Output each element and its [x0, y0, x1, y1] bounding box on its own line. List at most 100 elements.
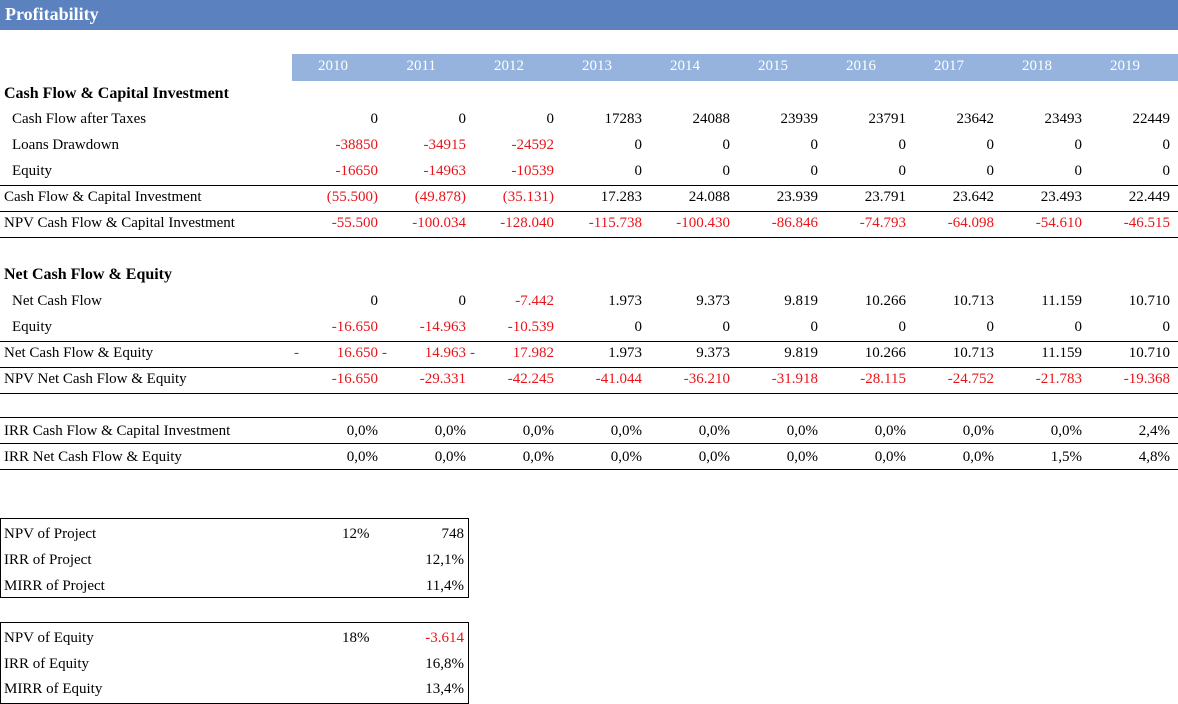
section-heading-net-cashflow: Net Cash Flow & Equity	[4, 266, 173, 283]
table-cell: 0	[1162, 319, 1171, 335]
table-cell: -24.752	[947, 371, 994, 387]
table-cell: -46.515	[1123, 215, 1170, 231]
table-cell: 0,0%	[434, 449, 466, 465]
table-cell: 0	[1074, 319, 1083, 335]
table-cell: 10.266	[864, 293, 906, 309]
row-label: Equity	[12, 163, 52, 179]
table-cell: -31.918	[771, 371, 818, 387]
table-cell: 0,0%	[522, 449, 554, 465]
table-cell: 0,0%	[786, 423, 818, 439]
row-label: Cash Flow after Taxes	[12, 111, 147, 127]
table-cell: 0	[634, 319, 643, 335]
table-cell: -24592	[511, 137, 555, 153]
table-cell: -100.034	[412, 215, 466, 231]
year-label: 2012	[494, 58, 524, 74]
table-cell: -74.793	[859, 215, 906, 231]
table-cell: 23939	[780, 111, 819, 127]
table-cell: -16650	[335, 163, 379, 179]
table-cell: -54.610	[1035, 215, 1082, 231]
equity-discount-rate: 18%	[342, 630, 370, 646]
row-divider	[0, 443, 1178, 444]
year-label: 2010	[318, 58, 348, 74]
table-cell: -41.044	[595, 371, 642, 387]
row-label: NPV Net Cash Flow & Equity	[4, 371, 187, 387]
table-cell: -128.040	[500, 215, 554, 231]
irr-equity-value: 16,8%	[425, 656, 464, 672]
table-cell: 0	[810, 137, 819, 153]
npv-equity-label: NPV of Equity	[4, 630, 94, 646]
table-cell: 9.819	[784, 345, 818, 361]
table-cell: -86.846	[771, 215, 818, 231]
table-cell: 0	[986, 137, 995, 153]
row-label: Net Cash Flow & Equity	[4, 345, 154, 361]
table-cell: 0	[1162, 163, 1171, 179]
mirr-equity-value: 13,4%	[425, 681, 464, 697]
table-cell: 10.710	[1128, 345, 1170, 361]
page-title: Profitability	[5, 4, 99, 24]
table-cell: 0	[810, 319, 819, 335]
year-header-cell: 2016	[816, 58, 904, 75]
table-cell: -16.650	[331, 319, 378, 335]
year-label: 2013	[582, 58, 612, 74]
project-summary-box	[0, 518, 469, 598]
table-cell: 0	[370, 293, 379, 309]
row-label: IRR Net Cash Flow & Equity	[4, 449, 182, 465]
table-cell: 0	[810, 163, 819, 179]
table-cell: 1,5%	[1050, 449, 1082, 465]
table-cell: 0,0%	[610, 423, 642, 439]
table-cell: 14.963	[424, 345, 466, 361]
table-cell: -115.738	[588, 215, 642, 231]
table-cell: -34915	[423, 137, 467, 153]
table-cell: 23493	[1044, 111, 1083, 127]
row-divider	[0, 367, 1178, 368]
section-heading-cashflow-capital: Cash Flow & Capital Investment	[4, 85, 229, 102]
year-label: 2015	[758, 58, 788, 74]
year-header-cell: 2019	[1080, 58, 1168, 75]
year-header-cell: 2011	[376, 58, 464, 75]
table-cell: -36.210	[683, 371, 730, 387]
table-cell: 0	[546, 111, 555, 127]
negative-dash: -	[294, 345, 299, 361]
year-header-band	[292, 54, 1178, 81]
table-cell: 10.713	[952, 293, 994, 309]
row-label: Loans Drawdown	[12, 137, 120, 153]
row-divider	[0, 469, 1178, 470]
table-cell: 23.642	[952, 189, 994, 205]
table-cell: 1.973	[608, 293, 642, 309]
table-cell: 10.710	[1128, 293, 1170, 309]
irr-project-value: 12,1%	[425, 552, 464, 568]
table-cell: 0	[458, 293, 467, 309]
year-label: 2011	[406, 58, 436, 74]
table-cell: 0	[370, 111, 379, 127]
table-cell: 0	[722, 163, 731, 179]
table-cell: 0	[458, 111, 467, 127]
table-cell: 1.973	[608, 345, 642, 361]
table-cell: -64.098	[947, 215, 994, 231]
table-cell: 0,0%	[786, 449, 818, 465]
table-cell: 9.373	[696, 345, 730, 361]
table-cell: 9.373	[696, 293, 730, 309]
table-cell: -7.442	[515, 293, 554, 309]
table-cell: 0,0%	[962, 423, 994, 439]
row-divider	[0, 417, 1178, 418]
table-cell: 0,0%	[698, 449, 730, 465]
table-cell: 0	[1074, 137, 1083, 153]
year-header-cell: 2015	[728, 58, 816, 75]
year-label: 2018	[1022, 58, 1052, 74]
table-cell: -55.500	[331, 215, 378, 231]
year-label: 2014	[670, 58, 700, 74]
row-divider	[0, 185, 1178, 186]
row-label: Equity	[12, 319, 52, 335]
year-header-cell: 2010	[288, 58, 376, 75]
table-cell: 17.982	[512, 345, 554, 361]
table-cell: 17.283	[600, 189, 642, 205]
table-cell: 0,0%	[962, 449, 994, 465]
table-cell: -29.331	[419, 371, 466, 387]
npv-project-label: NPV of Project	[4, 526, 97, 542]
table-cell: -100.430	[676, 215, 730, 231]
table-cell: 0	[634, 163, 643, 179]
row-label: Cash Flow & Capital Investment	[4, 189, 202, 205]
table-cell: 22449	[1132, 111, 1171, 127]
table-cell: 0,0%	[522, 423, 554, 439]
table-cell: -19.368	[1123, 371, 1170, 387]
